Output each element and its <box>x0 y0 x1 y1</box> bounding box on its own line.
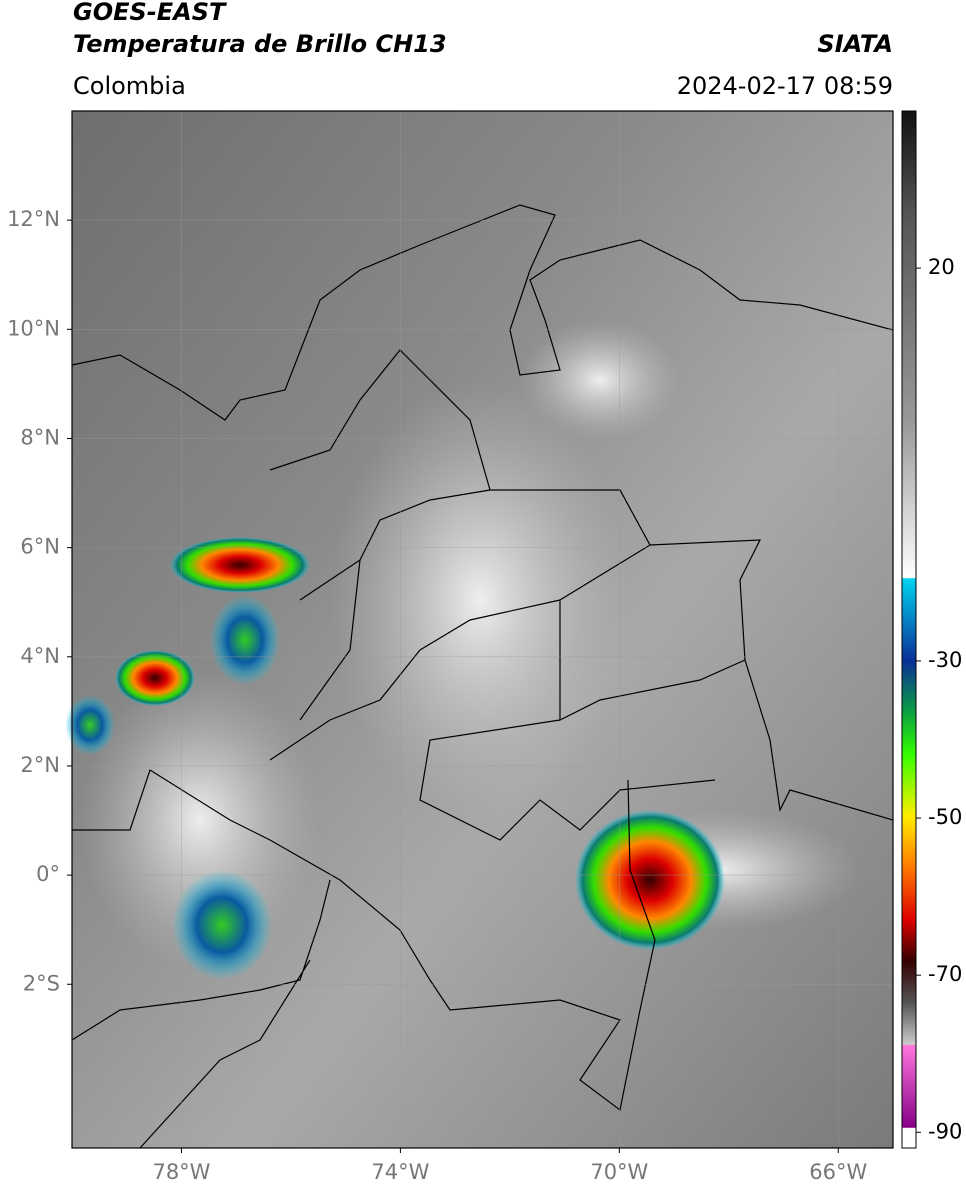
colorbar-tick-label: 20 <box>928 255 955 279</box>
storm <box>170 537 310 593</box>
product: Temperatura de Brillo CH13 <box>73 30 447 58</box>
storm <box>172 870 272 980</box>
y-tick-label: 12°N <box>7 207 60 231</box>
department-lines <box>269 349 561 761</box>
storm <box>115 650 195 706</box>
x-tick-label: 78°W <box>152 1160 210 1184</box>
colorbar-tick-label: -50 <box>928 805 962 829</box>
y-tick-label: 6°N <box>20 535 60 559</box>
datetime: 2024-02-17 08:59 <box>677 72 893 100</box>
satellite: GOES-EAST <box>73 0 227 26</box>
map-frame <box>71 110 894 1149</box>
y-tick-label: 2°S <box>23 971 60 995</box>
storm <box>65 695 115 755</box>
storm <box>575 810 725 950</box>
x-tick-label: 66°W <box>809 1160 867 1184</box>
y-tick-label: 10°N <box>7 316 60 340</box>
storm <box>210 595 280 685</box>
cloud <box>330 380 630 820</box>
coastline <box>71 204 894 421</box>
colorbar-tick-label: -90 <box>928 1119 962 1143</box>
border <box>72 379 894 1112</box>
y-tick-label: 4°N <box>20 644 60 668</box>
colorbar-tick-label: -70 <box>928 962 962 986</box>
y-tick-label: 8°N <box>20 425 60 449</box>
source: SIATA <box>817 30 893 58</box>
y-tick-label: 2°N <box>20 753 60 777</box>
y-tick-label: 0° <box>36 862 60 886</box>
x-tick-label: 74°W <box>371 1160 429 1184</box>
x-tick-label: 70°W <box>590 1160 648 1184</box>
border <box>71 879 331 1149</box>
region: Colombia <box>73 72 186 100</box>
cloud <box>520 320 680 440</box>
colorbar <box>901 110 917 1149</box>
colorbar-tick-label: -30 <box>928 648 962 672</box>
map <box>65 111 894 1149</box>
